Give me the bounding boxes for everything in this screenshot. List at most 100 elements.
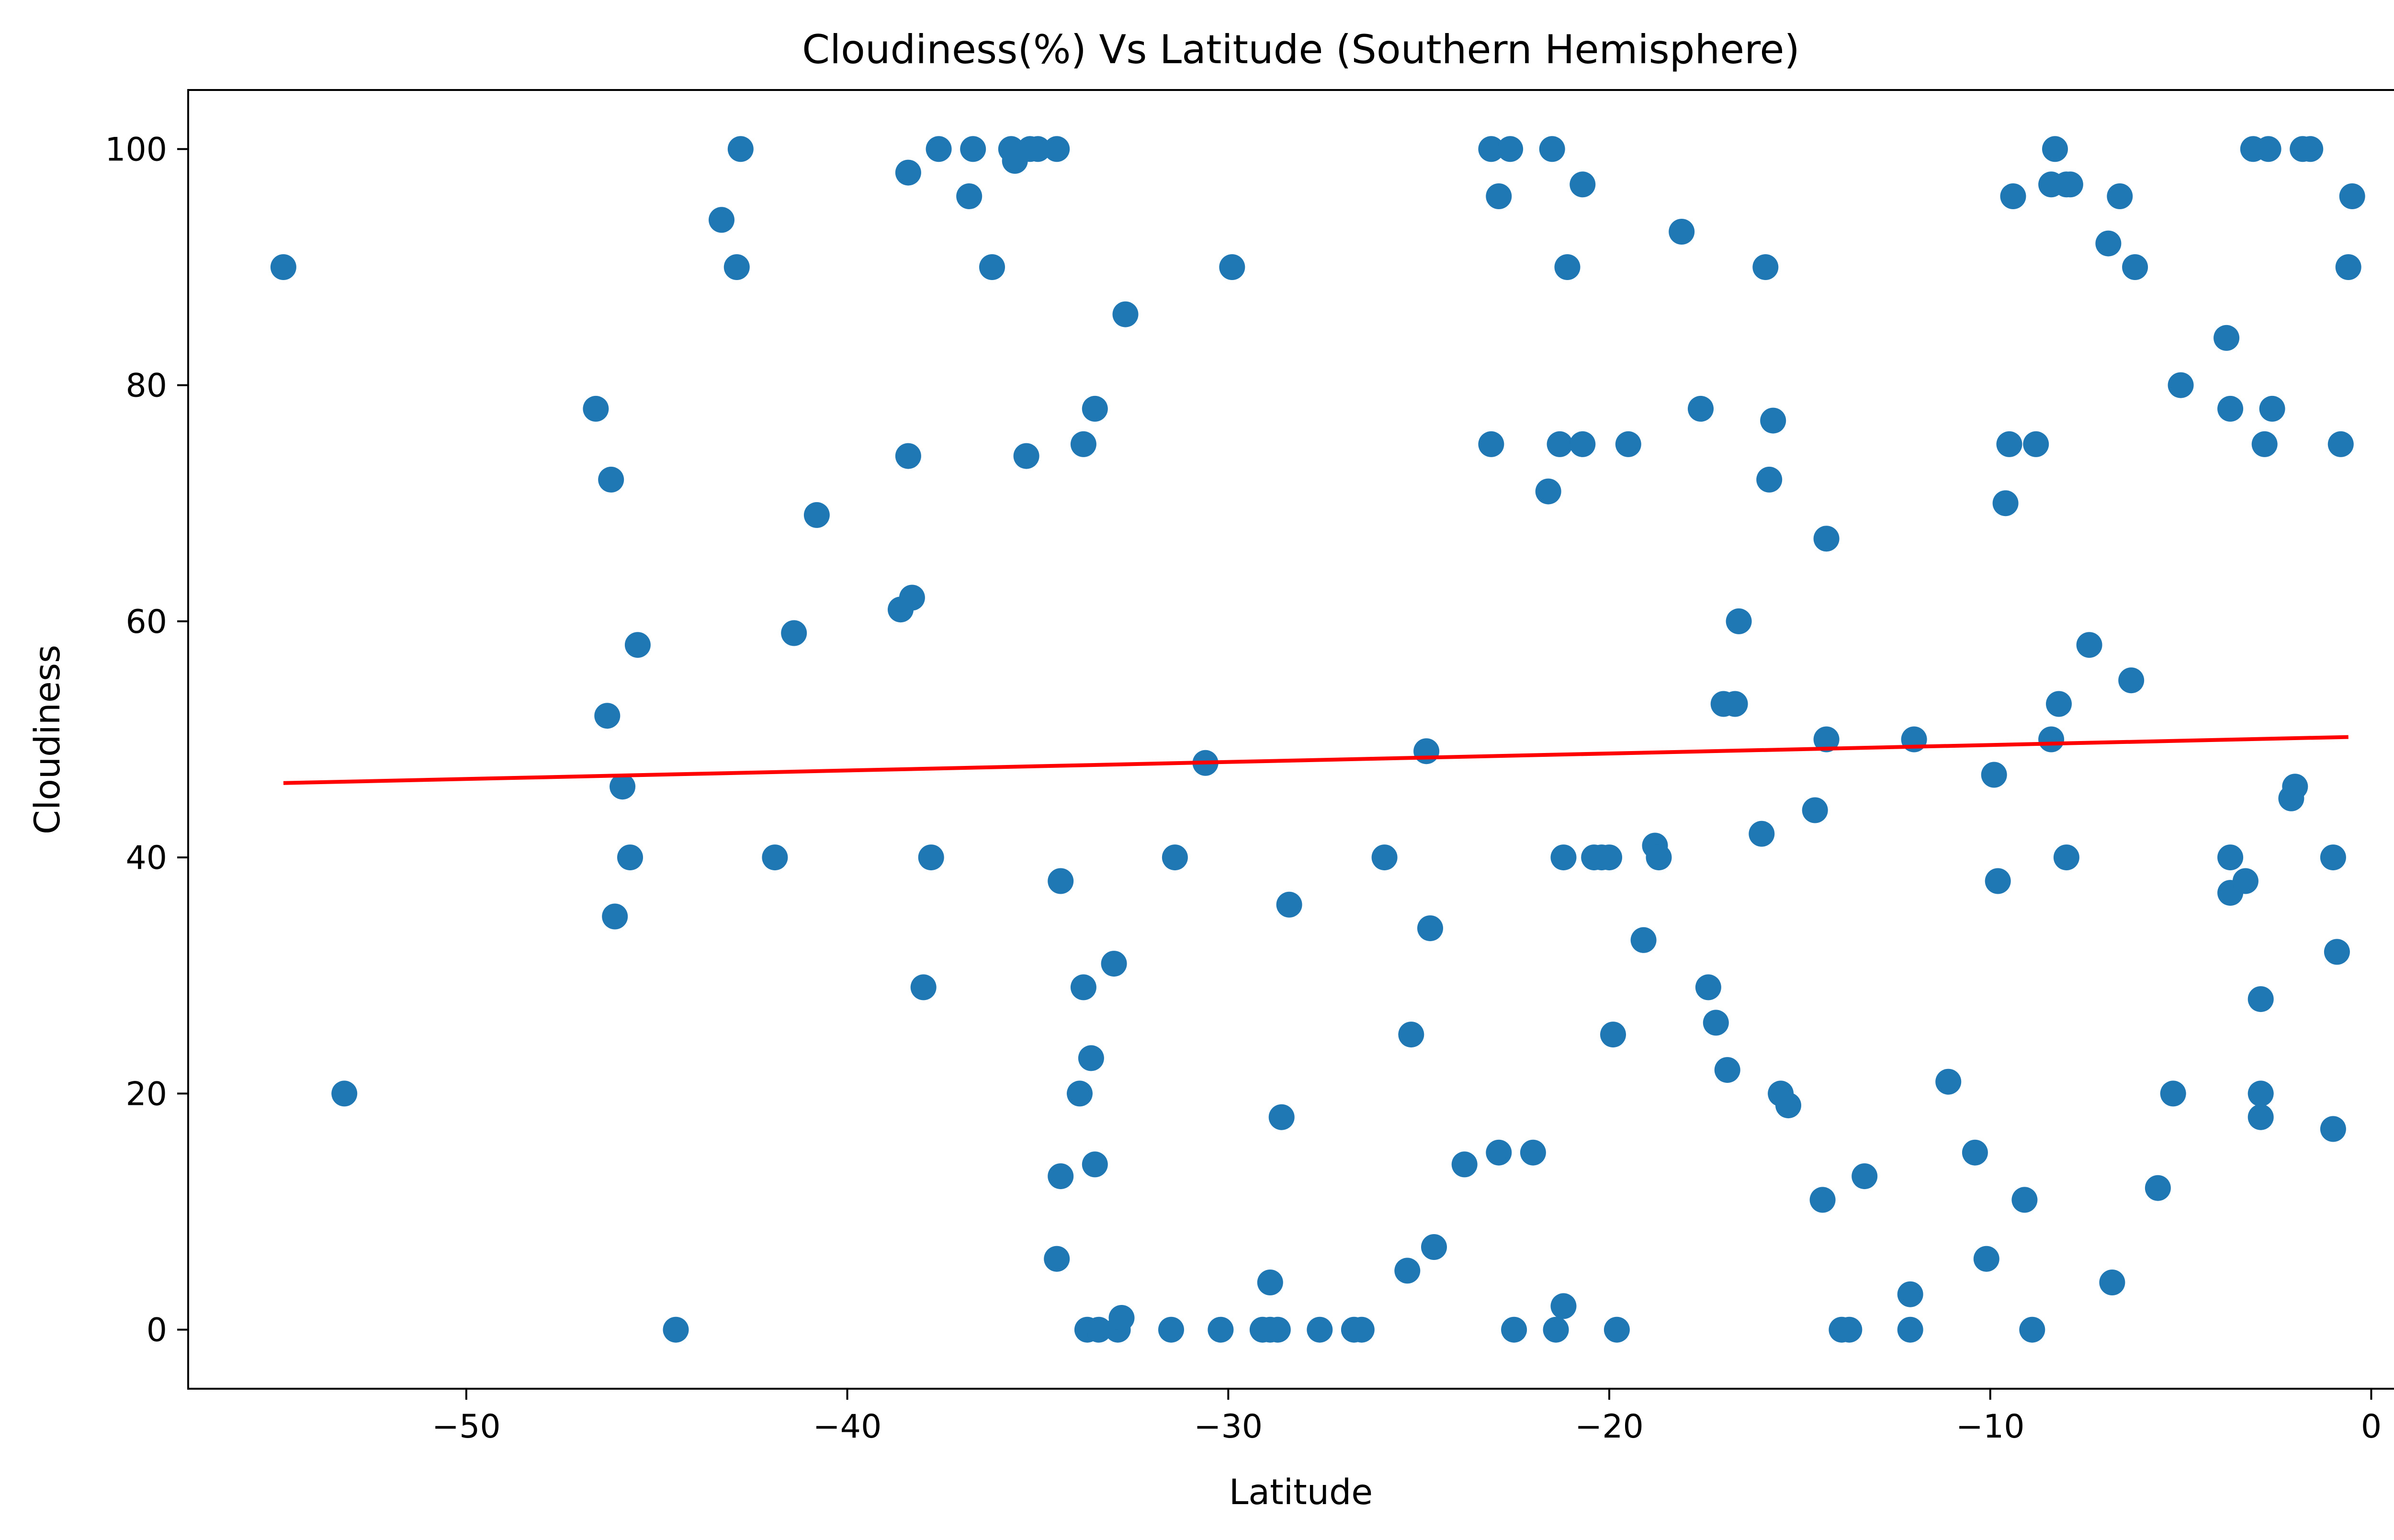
data-point	[2042, 136, 2068, 162]
data-point	[1749, 821, 1775, 847]
data-point	[2335, 254, 2361, 280]
data-point	[1543, 1316, 1569, 1343]
data-point	[1070, 974, 1096, 1000]
data-point	[1276, 891, 1302, 918]
data-point	[709, 207, 734, 233]
data-point	[1044, 136, 1070, 162]
data-point	[583, 395, 609, 422]
data-point	[2282, 774, 2308, 800]
data-point	[1981, 762, 2007, 788]
data-point	[610, 774, 636, 800]
data-point	[594, 703, 621, 729]
data-point	[2339, 183, 2365, 209]
data-point	[1535, 478, 1561, 505]
data-point	[1162, 844, 1188, 871]
data-point	[2053, 844, 2079, 871]
data-point	[1539, 136, 1565, 162]
data-point	[1025, 136, 1051, 162]
data-point	[956, 183, 982, 209]
data-point	[2046, 691, 2072, 717]
data-point	[1486, 183, 1512, 209]
data-point	[895, 443, 921, 469]
data-point	[899, 585, 925, 611]
data-point	[1417, 915, 1443, 942]
data-point	[1108, 1305, 1135, 1331]
y-tick-label: 100	[105, 131, 167, 169]
data-point	[1756, 466, 1783, 493]
data-point	[1048, 868, 1074, 894]
data-point	[1208, 1316, 1234, 1343]
data-point	[1897, 1281, 1923, 1307]
data-point	[1630, 927, 1657, 953]
data-point	[663, 1316, 689, 1343]
data-point	[1570, 171, 1596, 198]
data-point	[1451, 1151, 1478, 1178]
data-point	[960, 136, 986, 162]
data-point	[1067, 1080, 1093, 1107]
data-point	[1992, 490, 2019, 517]
data-point	[2297, 136, 2324, 162]
data-point	[2023, 431, 2049, 457]
data-point	[1836, 1316, 1863, 1343]
data-point	[1547, 431, 1573, 457]
data-point	[1695, 974, 1721, 1000]
data-point	[1760, 407, 1786, 434]
y-tick-label: 0	[147, 1312, 167, 1349]
data-point	[598, 466, 624, 493]
data-point	[1646, 844, 1672, 871]
data-point	[1048, 1163, 1074, 1190]
data-point	[617, 844, 643, 871]
data-point	[1809, 1187, 1836, 1213]
x-tick-label: 0	[2361, 1408, 2382, 1446]
data-point	[1802, 797, 1828, 823]
data-point	[2232, 868, 2258, 894]
data-point	[602, 903, 628, 930]
data-point	[1478, 136, 1504, 162]
data-point	[1550, 844, 1577, 871]
data-point	[1615, 431, 1641, 457]
data-point	[2095, 230, 2122, 257]
data-point	[1520, 1139, 1546, 1166]
data-point	[1085, 1316, 1112, 1343]
data-point	[2122, 254, 2148, 280]
chart-title: Cloudiness(%) Vs Latitude (Southern Hemi…	[802, 26, 1800, 73]
data-point	[2217, 395, 2244, 422]
data-point	[1265, 1316, 1291, 1343]
data-point	[1070, 431, 1096, 457]
data-point	[1486, 1139, 1512, 1166]
data-point	[1413, 738, 1440, 764]
data-point	[1973, 1246, 1999, 1272]
data-point	[2217, 844, 2244, 871]
data-point	[2259, 395, 2285, 422]
data-point	[1596, 844, 1622, 871]
x-tick-label: −40	[813, 1408, 882, 1446]
data-point	[2076, 632, 2102, 658]
data-point	[1688, 395, 1714, 422]
data-point	[2213, 325, 2240, 351]
data-point	[2327, 431, 2354, 457]
data-point	[2057, 171, 2083, 198]
data-point	[1501, 1316, 1527, 1343]
data-point	[2168, 372, 2194, 398]
data-point	[1703, 1010, 1729, 1036]
y-tick-label: 60	[125, 603, 167, 641]
data-point	[1996, 431, 2022, 457]
data-point	[270, 254, 296, 280]
data-point	[727, 136, 754, 162]
data-point	[1101, 951, 1127, 977]
data-point	[1852, 1163, 1878, 1190]
data-point	[910, 974, 937, 1000]
data-point	[1371, 844, 1398, 871]
data-point	[1752, 254, 1779, 280]
data-point	[1554, 254, 1581, 280]
data-point	[1268, 1104, 1295, 1130]
data-point	[1935, 1068, 1962, 1095]
data-point	[1398, 1022, 1424, 1048]
data-point	[1726, 608, 1752, 634]
x-tick-label: −10	[1956, 1408, 2025, 1446]
plot-area	[270, 136, 2365, 1343]
data-point	[1307, 1316, 1333, 1343]
data-point	[1082, 1151, 1108, 1178]
data-point	[1497, 136, 1524, 162]
data-point	[1348, 1316, 1375, 1343]
